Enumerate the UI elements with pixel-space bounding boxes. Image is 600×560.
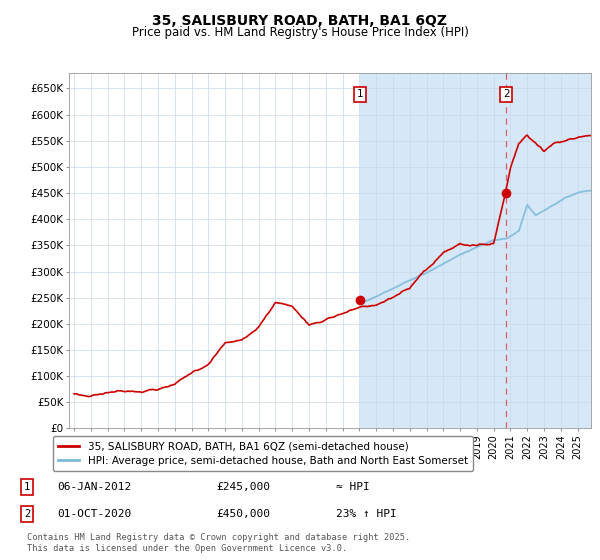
Text: 23% ↑ HPI: 23% ↑ HPI bbox=[336, 509, 397, 519]
Text: 2: 2 bbox=[503, 89, 509, 99]
Text: 35, SALISBURY ROAD, BATH, BA1 6QZ: 35, SALISBURY ROAD, BATH, BA1 6QZ bbox=[152, 14, 448, 28]
Text: 06-JAN-2012: 06-JAN-2012 bbox=[57, 482, 131, 492]
Text: Contains HM Land Registry data © Crown copyright and database right 2025.
This d: Contains HM Land Registry data © Crown c… bbox=[27, 534, 410, 553]
Text: £245,000: £245,000 bbox=[216, 482, 270, 492]
Text: 1: 1 bbox=[24, 482, 30, 492]
Text: Price paid vs. HM Land Registry's House Price Index (HPI): Price paid vs. HM Land Registry's House … bbox=[131, 26, 469, 39]
Text: £450,000: £450,000 bbox=[216, 509, 270, 519]
Text: 01-OCT-2020: 01-OCT-2020 bbox=[57, 509, 131, 519]
Bar bbox=[360, 73, 591, 428]
Text: ≈ HPI: ≈ HPI bbox=[336, 482, 370, 492]
Text: 2: 2 bbox=[24, 509, 30, 519]
Text: 1: 1 bbox=[356, 89, 363, 99]
Legend: 35, SALISBURY ROAD, BATH, BA1 6QZ (semi-detached house), HPI: Average price, sem: 35, SALISBURY ROAD, BATH, BA1 6QZ (semi-… bbox=[53, 436, 473, 471]
